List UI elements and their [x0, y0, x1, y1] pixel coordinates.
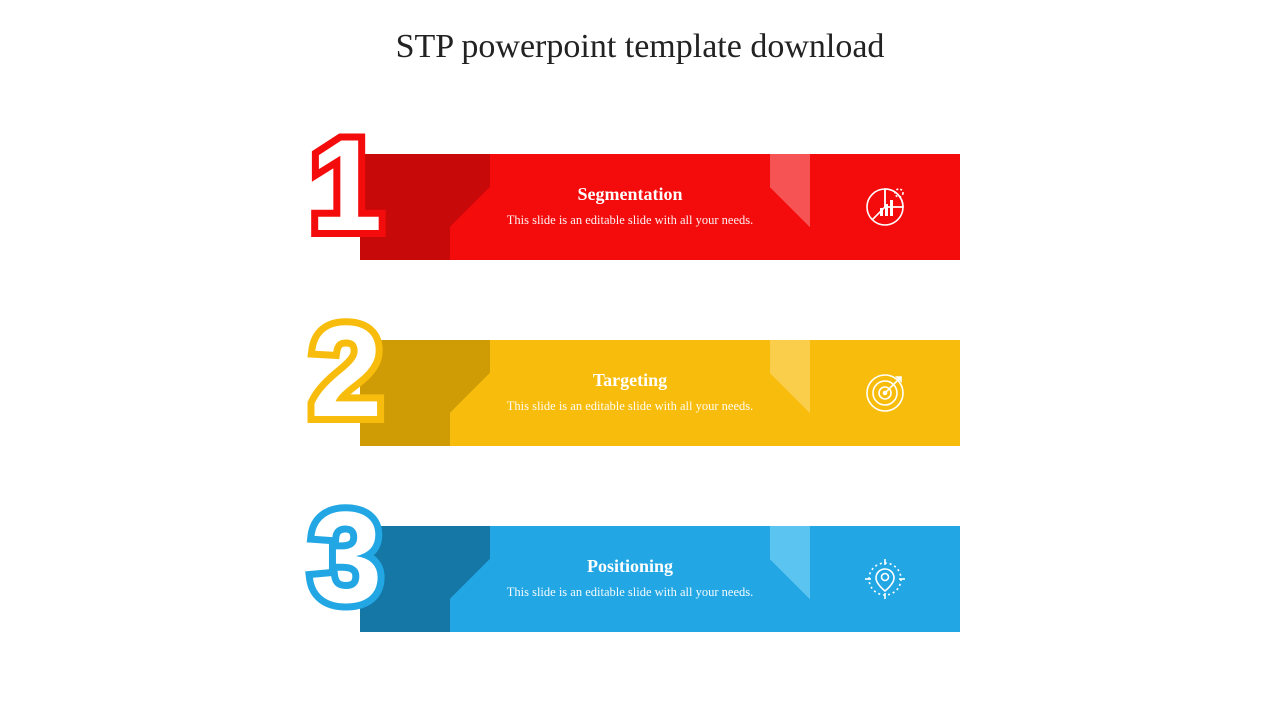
location-crosshair-icon	[861, 555, 909, 603]
slide-title: STP powerpoint template download	[0, 28, 1280, 66]
item-desc: This slide is an editable slide with all…	[507, 211, 753, 229]
pie-analytics-icon	[861, 183, 909, 231]
step-number: 3	[310, 492, 378, 622]
banner: Positioning This slide is an editable sl…	[360, 526, 960, 632]
item-heading: Targeting	[593, 370, 667, 391]
banner-crease-right	[770, 340, 810, 446]
banner-crease-left	[450, 340, 490, 446]
banner-crease-left	[450, 526, 490, 632]
item-desc: This slide is an editable slide with all…	[507, 583, 753, 601]
banner-icon-panel	[810, 154, 960, 260]
banner-center: Targeting This slide is an editable slid…	[490, 340, 770, 446]
banner-icon-panel	[810, 526, 960, 632]
banner-icon-panel	[810, 340, 960, 446]
banner-crease-left	[450, 154, 490, 260]
step-number: 2	[310, 306, 378, 436]
stp-row-segmentation: Segmentation This slide is an editable s…	[310, 130, 960, 280]
stp-row-positioning: Positioning This slide is an editable sl…	[310, 502, 960, 652]
banner: Segmentation This slide is an editable s…	[360, 154, 960, 260]
banner-crease-right	[770, 154, 810, 260]
stp-rows: Segmentation This slide is an editable s…	[310, 130, 960, 688]
item-desc: This slide is an editable slide with all…	[507, 397, 753, 415]
banner: Targeting This slide is an editable slid…	[360, 340, 960, 446]
item-heading: Segmentation	[578, 184, 683, 205]
banner-crease-right	[770, 526, 810, 632]
step-number: 1	[310, 120, 378, 250]
target-arrow-icon	[861, 369, 909, 417]
banner-center: Segmentation This slide is an editable s…	[490, 154, 770, 260]
stp-row-targeting: Targeting This slide is an editable slid…	[310, 316, 960, 466]
banner-center: Positioning This slide is an editable sl…	[490, 526, 770, 632]
item-heading: Positioning	[587, 556, 673, 577]
